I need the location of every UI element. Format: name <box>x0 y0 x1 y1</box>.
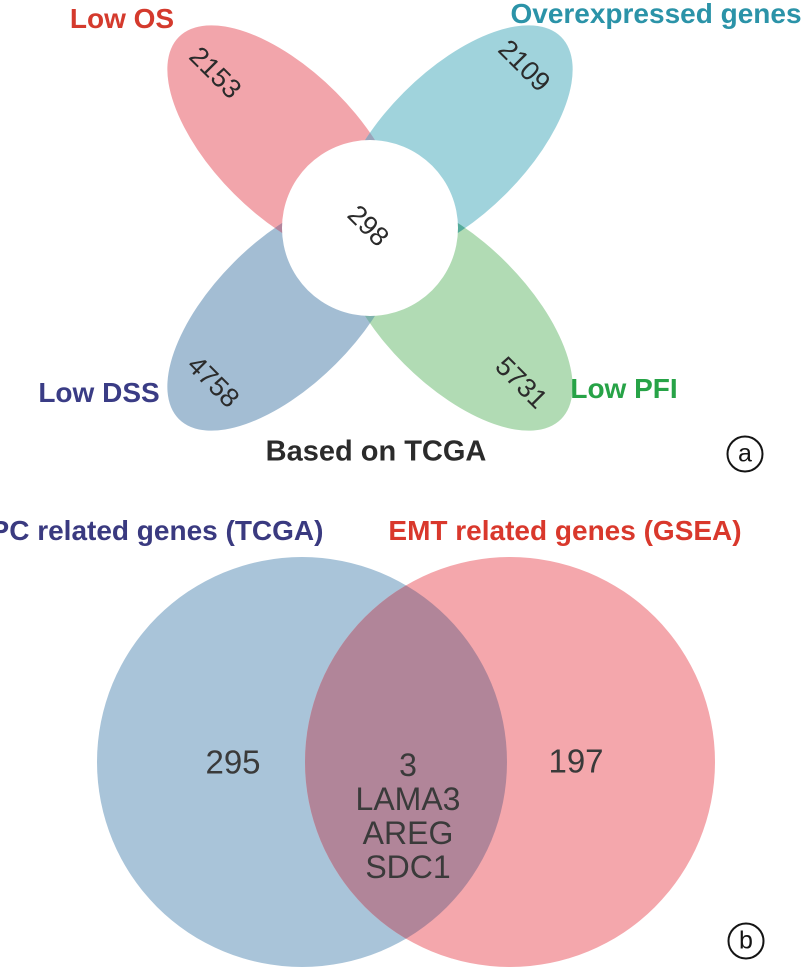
label-low-os: Low OS <box>69 3 175 34</box>
label-emt-related-genes: EMT related genes (GSEA) <box>388 515 742 546</box>
overlap-pc-emt-lens <box>305 557 507 967</box>
flower-center-circle <box>282 140 458 316</box>
label-pc-related-genes: PC related genes (TCGA) <box>0 515 324 546</box>
gene-sdc1: SDC1 <box>365 849 451 885</box>
intersection-gene-list: 3 LAMA3 AREG SDC1 <box>356 748 461 884</box>
label-low-pfi: Low PFI <box>570 373 678 404</box>
panel-a-badge: a <box>726 435 764 473</box>
panel-b-badge: b <box>727 922 765 960</box>
gene-lama3: LAMA3 <box>355 781 461 817</box>
caption-based-on-tcga: Based on TCGA <box>265 435 487 468</box>
count-pc-emt-intersection: 3 <box>399 747 417 783</box>
label-low-dss: Low DSS <box>38 377 160 408</box>
count-emt-only: 197 <box>548 742 604 780</box>
label-overexpressed-genes: Overexpressed genes <box>510 0 801 29</box>
gene-areg: AREG <box>362 815 454 851</box>
count-pc-only: 295 <box>205 743 261 781</box>
